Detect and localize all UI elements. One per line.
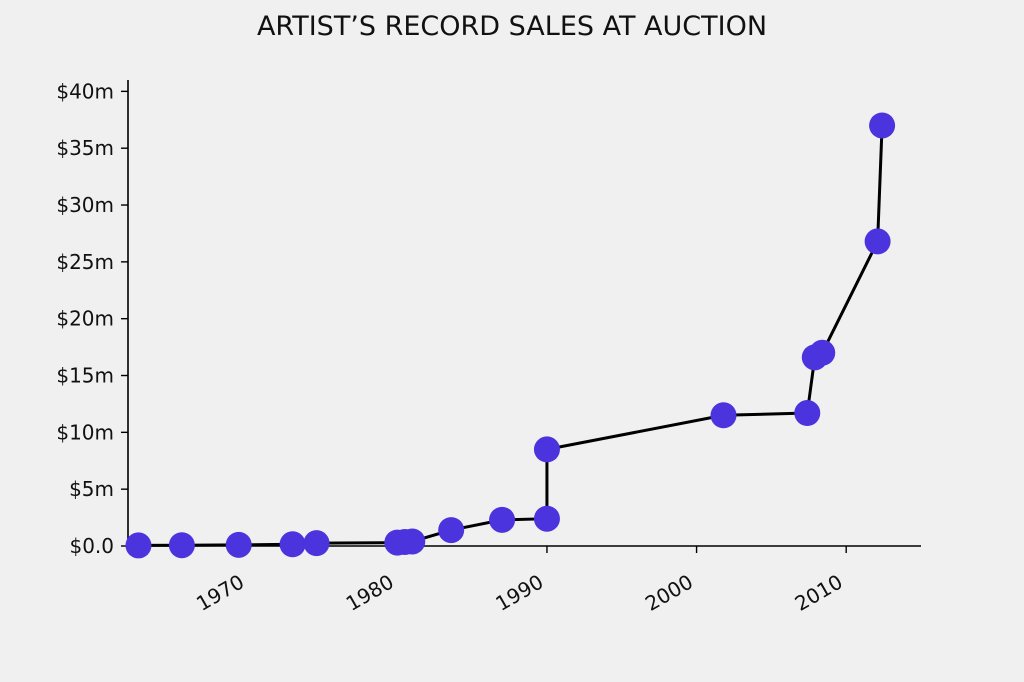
y-tick-label: $5m bbox=[69, 477, 114, 501]
y-tick-label: $40m bbox=[56, 79, 114, 103]
y-tick-label: $30m bbox=[56, 193, 114, 217]
data-point bbox=[279, 531, 306, 558]
series-layer bbox=[125, 112, 896, 559]
y-ticks: $0.0 $5m $10m $15m $20m $25m $30m $35m $40m bbox=[56, 79, 128, 558]
data-point bbox=[869, 112, 896, 139]
x-tick-label: 2010 bbox=[791, 570, 847, 616]
data-point bbox=[794, 400, 821, 427]
chart-title: ARTIST’S RECORD SALES AT AUCTION bbox=[257, 11, 767, 42]
data-point bbox=[489, 506, 516, 533]
x-tick-label: 1980 bbox=[342, 570, 398, 616]
data-point bbox=[168, 532, 195, 559]
axes bbox=[127, 80, 921, 547]
x-tick-label: 1970 bbox=[192, 570, 248, 616]
series-line bbox=[138, 125, 884, 547]
data-point bbox=[438, 517, 465, 544]
data-point bbox=[809, 339, 836, 366]
x-tick-label: 2000 bbox=[641, 570, 697, 616]
data-point bbox=[864, 228, 891, 255]
y-tick-label: $25m bbox=[56, 250, 114, 274]
y-tick-label: $35m bbox=[56, 136, 114, 160]
data-point bbox=[533, 436, 560, 463]
y-tick-label: $20m bbox=[56, 307, 114, 331]
data-point bbox=[225, 531, 252, 558]
data-point bbox=[710, 402, 737, 429]
data-point bbox=[303, 530, 330, 557]
y-tick-label: $15m bbox=[56, 364, 114, 388]
data-point bbox=[125, 532, 152, 559]
y-tick-label: $0.0 bbox=[69, 534, 114, 558]
data-point bbox=[399, 528, 426, 555]
y-tick-label: $10m bbox=[56, 420, 114, 444]
data-point bbox=[533, 505, 560, 532]
x-tick-label: 1990 bbox=[491, 570, 547, 616]
